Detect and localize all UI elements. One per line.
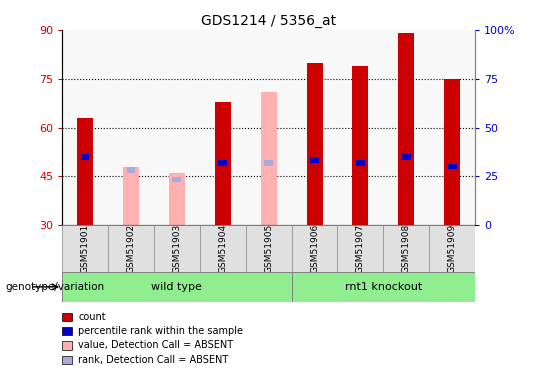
Text: GSM51909: GSM51909 <box>448 224 457 273</box>
Bar <box>215 102 231 225</box>
Bar <box>80 154 90 160</box>
Bar <box>172 177 181 182</box>
Bar <box>307 63 322 225</box>
Text: value, Detection Call = ABSENT: value, Detection Call = ABSENT <box>78 340 233 350</box>
Text: wild type: wild type <box>151 282 202 292</box>
Bar <box>218 160 227 166</box>
Bar <box>77 118 93 225</box>
Text: rnt1 knockout: rnt1 knockout <box>345 282 422 292</box>
Bar <box>310 157 319 163</box>
Bar <box>399 33 414 225</box>
Text: GSM51901: GSM51901 <box>80 224 90 273</box>
Text: GSM51902: GSM51902 <box>126 224 136 273</box>
Bar <box>292 272 475 302</box>
Text: genotype/variation: genotype/variation <box>5 282 105 292</box>
Bar <box>402 154 411 160</box>
Bar <box>264 160 273 166</box>
Bar <box>126 167 136 172</box>
Bar <box>444 79 460 225</box>
Bar <box>448 164 457 170</box>
Text: count: count <box>78 312 106 322</box>
Bar <box>356 160 365 166</box>
Bar <box>169 173 185 225</box>
Text: GSM51903: GSM51903 <box>172 224 181 273</box>
Text: GSM51904: GSM51904 <box>218 224 227 273</box>
Bar <box>62 272 292 302</box>
Text: rank, Detection Call = ABSENT: rank, Detection Call = ABSENT <box>78 355 228 364</box>
Text: GSM51905: GSM51905 <box>264 224 273 273</box>
Bar <box>261 92 276 225</box>
Text: GSM51907: GSM51907 <box>356 224 365 273</box>
Text: GSM51908: GSM51908 <box>402 224 411 273</box>
Bar <box>123 166 139 225</box>
Bar <box>353 66 368 225</box>
Text: GSM51906: GSM51906 <box>310 224 319 273</box>
Text: percentile rank within the sample: percentile rank within the sample <box>78 326 244 336</box>
Title: GDS1214 / 5356_at: GDS1214 / 5356_at <box>201 13 336 28</box>
